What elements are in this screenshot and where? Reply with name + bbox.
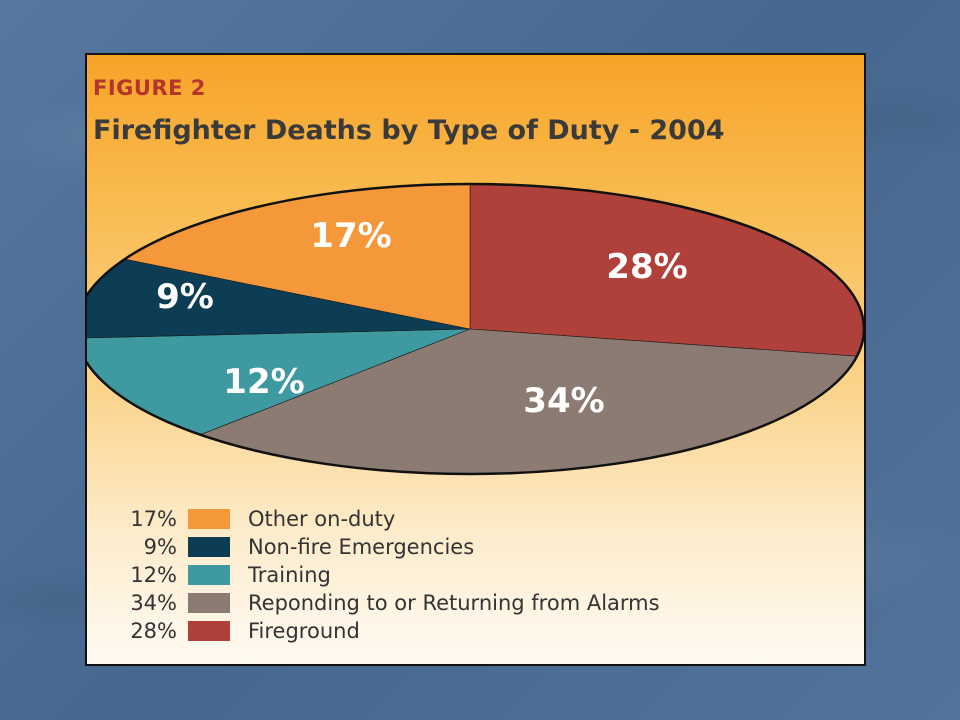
legend-label: Fireground [248,619,360,643]
slice-label-other-on-duty: 17% [310,216,391,256]
legend-percent: 34% [130,591,177,615]
legend-swatch [188,621,230,641]
slice-label-training: 12% [223,362,304,402]
legend-swatch [188,593,230,613]
chart-title: Firefighter Deaths by Type of Duty - 200… [93,115,725,146]
figure-label: FIGURE 2 [93,76,206,100]
legend-label: Non-fire Emergencies [248,535,475,559]
legend-swatch [188,565,230,585]
legend-label: Reponding to or Returning from Alarms [248,591,660,615]
legend-swatch [188,537,230,557]
legend-percent: 28% [130,619,177,643]
legend-percent: 17% [130,507,177,531]
legend-percent: 9% [143,535,177,559]
legend-swatch [188,509,230,529]
slice-label-non-fire-emergencies: 9% [156,277,214,317]
pie-chart: 28% 34% 12% 9% 17% [87,182,864,476]
slice-label-reponding-to-or-returning-from-alarms: 34% [523,381,604,421]
legend-label: Training [248,563,331,587]
figure-panel: FIGURE 2 Firefighter Deaths by Type of D… [85,53,866,666]
slice-label-fireground: 28% [606,247,687,287]
pie-outline [87,182,864,476]
legend-percent: 12% [130,563,177,587]
legend-label: Other on-duty [248,507,396,531]
